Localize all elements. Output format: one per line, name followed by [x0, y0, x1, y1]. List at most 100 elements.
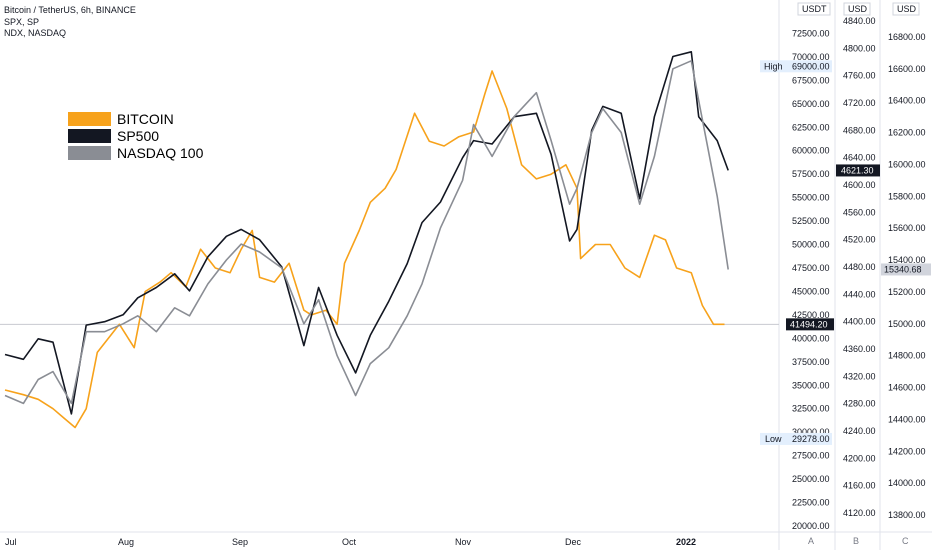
axis-b-tick-label: 4280.00 — [843, 399, 876, 409]
axis-a-unit-bg — [797, 2, 831, 16]
axis-b-tick-label: 4840.00 — [843, 16, 876, 26]
legend-swatch — [68, 145, 111, 160]
axis-b-tick-label: 4560.00 — [843, 207, 876, 217]
axis-a-tick-label: 35000.00 — [792, 380, 830, 390]
high-tag-value: 69000.00 — [792, 61, 830, 71]
axis-b-unit: USD — [848, 4, 868, 14]
axis-a: 72500.00 70000.00 67500.00 65000.00 62500.00… — [760, 28, 834, 531]
x-tick-label: 2022 — [676, 537, 696, 547]
axis-b-tick-label: 4400.00 — [843, 317, 876, 327]
legend-item-nasdaq: NASDAQ 100 — [68, 144, 203, 161]
axis-b-tick-label: 4520.00 — [843, 235, 876, 245]
series-line-sp500 — [4, 50, 729, 415]
axis-a-tick-label: 60000.00 — [792, 146, 830, 156]
last-value-b-bg — [836, 164, 880, 177]
axis-b-tick-label: 4720.00 — [843, 98, 876, 108]
overlay-symbol-ndx[interactable]: NDX, NASDAQ — [4, 28, 67, 38]
last-value-b: 4621.30 — [841, 165, 874, 175]
last-value-a: 41494.20 — [790, 319, 828, 329]
axis-b-tick-label: 4120.00 — [843, 508, 876, 518]
low-tag-value: 29278.00 — [792, 434, 830, 444]
axis-a-tick-label: 67500.00 — [792, 75, 830, 85]
axis-c-tick-label: 16800.00 — [888, 32, 926, 42]
axis-a-tick-label: 30000.00 — [792, 427, 830, 437]
legend: BITCOIN SP500 NASDAQ 100 — [68, 110, 203, 161]
axis-c-tick-label: 15600.00 — [888, 223, 926, 233]
axis-c-letter: C — [902, 536, 909, 546]
legend-label: NASDAQ 100 — [117, 144, 204, 161]
axis-b-tick-label: 4160.00 — [843, 481, 876, 491]
last-value-a-bg — [786, 318, 834, 331]
axis-b-tick-label: 4600.00 — [843, 180, 876, 190]
last-value-c-bg — [881, 263, 931, 276]
axis-b-tick-label: 4320.00 — [843, 371, 876, 381]
axis-b-unit-bg — [843, 2, 871, 16]
legend-label: BITCOIN — [117, 110, 174, 127]
axis-a-tick-label: 47500.00 — [792, 263, 830, 273]
axis-b-tick-label: 4800.00 — [843, 43, 876, 53]
axis-c-tick-label: 14600.00 — [888, 383, 926, 393]
axis-a-tick-label: 27500.00 — [792, 451, 830, 461]
axis-a-tick-label: 57500.00 — [792, 169, 830, 179]
axis-a-tick-label: 25000.00 — [792, 474, 830, 484]
axis-b-tick-label: 4200.00 — [843, 453, 876, 463]
x-tick-label: Nov — [455, 537, 472, 547]
axis-b-tick-label: 4480.00 — [843, 262, 876, 272]
last-value-c: 15340.68 — [884, 264, 922, 274]
legend-swatch — [68, 111, 111, 126]
series-layer — [4, 50, 729, 429]
axis-c-tick-label: 16600.00 — [888, 64, 926, 74]
axis-c-tick-label: 15200.00 — [888, 287, 926, 297]
axis-a-tick-label: 42500.00 — [792, 310, 830, 320]
axis-b-tick-label: 4640.00 — [843, 153, 876, 163]
low-tag-label: Low — [765, 434, 782, 444]
axis-a-tick-label: 72500.00 — [792, 28, 830, 38]
axis-a-tick-label: 40000.00 — [792, 333, 830, 343]
axis-a-tick-label: 65000.00 — [792, 99, 830, 109]
x-tick-label: Sep — [232, 537, 248, 547]
axis-b-letter: B — [853, 536, 859, 546]
x-tick-label: Oct — [342, 537, 357, 547]
axis-headers[interactable]: USDT USD USD A B C — [797, 2, 920, 546]
series-line-bitcoin — [4, 70, 725, 429]
axis-b-tick-label: 4240.00 — [843, 426, 876, 436]
axis-b-tick-label: 4440.00 — [843, 289, 876, 299]
overlay-symbol-spx[interactable]: SPX, SP — [4, 17, 40, 27]
axis-a-letter: A — [808, 536, 814, 546]
axis-a-tick-label: 20000.00 — [792, 521, 830, 531]
axis-b-tick-label: 4760.00 — [843, 71, 876, 81]
axis-c-unit-bg — [892, 2, 920, 16]
axis-c-tick-label: 15400.00 — [888, 255, 926, 265]
series-line-nasdaq-100 — [4, 59, 729, 405]
high-tag-label: High — [764, 61, 783, 71]
axis-c-tick-label: 14800.00 — [888, 351, 926, 361]
axis-a-tick-label: 62500.00 — [792, 122, 830, 132]
x-tick-label: Jul — [5, 537, 17, 547]
axis-c-tick-label: 15800.00 — [888, 191, 926, 201]
axis-c-unit: USD — [897, 4, 917, 14]
axis-c: 16800.00 16600.00 16400.00 16200.00 16000.00… — [881, 32, 931, 520]
axis-c-tick-label: 13800.00 — [888, 510, 926, 520]
high-tag-bg — [760, 60, 832, 73]
x-tick-label: Dec — [565, 537, 582, 547]
legend-label: SP500 — [117, 127, 160, 144]
axis-a-tick-label: 45000.00 — [792, 286, 830, 296]
axis-c-tick-label: 16400.00 — [888, 96, 926, 106]
axis-c-tick-label: 16200.00 — [888, 128, 926, 138]
axis-c-tick-label: 14400.00 — [888, 414, 926, 424]
axis-c-tick-label: 15000.00 — [888, 319, 926, 329]
axis-b: 4840.00 4800.00 4760.00 4720.00 4680.00 4640.… — [836, 16, 880, 518]
axis-b-tick-label: 4360.00 — [843, 344, 876, 354]
axis-c-tick-label: 16000.00 — [888, 159, 926, 169]
legend-item-bitcoin: BITCOIN — [68, 110, 203, 127]
axis-a-tick-label: 50000.00 — [792, 240, 830, 250]
axis-a-tick-label: 52500.00 — [792, 216, 830, 226]
axis-a-tick-label: 37500.00 — [792, 357, 830, 367]
axis-a-unit: USDT — [802, 4, 827, 14]
low-tag-bg — [760, 432, 832, 445]
symbol-title[interactable]: Bitcoin / TetherUS, 6h, BINANCE — [4, 5, 136, 15]
axis-a-tick-label: 70000.00 — [792, 52, 830, 62]
axis-a-tick-label: 22500.00 — [792, 498, 830, 508]
axis-a-tick-label: 32500.00 — [792, 404, 830, 414]
